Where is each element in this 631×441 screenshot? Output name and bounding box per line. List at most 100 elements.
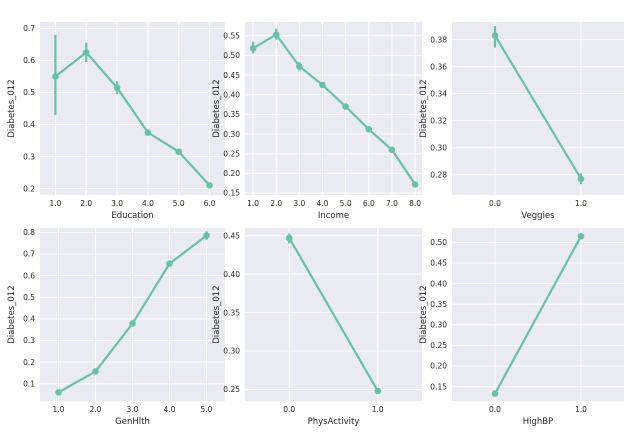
data-point — [577, 232, 585, 240]
y-tick-label: 0.45 — [430, 259, 447, 268]
y-tick-label: 0.25 — [223, 149, 240, 158]
y-tick-label: 0.3 — [23, 152, 35, 161]
y-axis-label: Diabetes_012 — [212, 79, 222, 137]
y-tick-label: 0.30 — [223, 130, 240, 139]
data-point — [374, 387, 382, 395]
x-tick-label: 5.0 — [340, 199, 352, 208]
x-axis-label: Veggies — [521, 211, 555, 221]
x-axis-label: GenHlth — [115, 417, 150, 427]
subplot-6: 0.15 0.20 0.25 0.30 0.35 0.40 0.45 0.50 0.0 1.0 Hi… — [419, 228, 624, 427]
y-tick-label: 0.20 — [430, 362, 447, 371]
y-tick-label: 0.25 — [430, 341, 447, 350]
x-tick-label: 5.0 — [201, 405, 213, 414]
data-point — [285, 234, 293, 242]
data-point — [411, 181, 419, 188]
series-line — [54, 51, 211, 187]
series-line — [493, 34, 583, 180]
y-tick-label: 0.7 — [23, 24, 35, 33]
y-axis-label: Diabetes_012 — [419, 79, 429, 137]
x-tick-label: 2.0 — [270, 199, 282, 208]
y-tick-label: 0.7 — [23, 250, 35, 259]
y-tick-label: 0.5 — [23, 293, 35, 302]
y-tick-label: 0.55 — [223, 31, 240, 40]
x-tick-label: 4.0 — [164, 405, 176, 414]
x-axis-label: HighBP — [523, 417, 554, 427]
x-tick-label: 7.0 — [386, 199, 398, 208]
y-tick-label: 0.28 — [430, 170, 447, 179]
y-axis-label: Diabetes_012 — [419, 285, 429, 343]
data-point — [175, 148, 183, 156]
subplot-1: 0.2 0.3 0.4 0.5 0.6 0.7 1.0 2.0 3.0 4.0 5.0 6.0 Educ… — [7, 22, 225, 221]
data-point — [491, 32, 499, 39]
y-tick-label: 0.25 — [223, 385, 240, 394]
x-tick-label: 5.0 — [173, 199, 185, 208]
data-point — [52, 73, 59, 80]
x-axis-label: PhysActivity — [308, 417, 360, 427]
x-tick-label: 1.0 — [247, 199, 259, 208]
x-tick-label: 3.0 — [127, 405, 139, 414]
data-point — [113, 84, 121, 91]
y-tick-label: 0.30 — [430, 320, 447, 329]
y-tick-label: 0.6 — [23, 56, 35, 65]
series-line — [493, 235, 583, 395]
y-tick-label: 0.15 — [223, 189, 240, 198]
y-axis-label: Diabetes_012 — [212, 285, 222, 343]
x-tick-label: 4.0 — [317, 199, 329, 208]
data-point — [55, 389, 62, 396]
x-tick-label: 2.0 — [80, 199, 92, 208]
y-tick-label: 0.35 — [430, 300, 447, 309]
x-tick-label: 3.0 — [293, 199, 305, 208]
y-tick-label: 0.15 — [430, 382, 447, 391]
y-tick-label: 0.30 — [430, 143, 447, 152]
y-tick-label: 0.2 — [23, 358, 35, 367]
y-tick-label: 0.36 — [430, 62, 447, 71]
y-tick-label: 0.30 — [223, 347, 240, 356]
series-line — [252, 33, 417, 186]
data-point — [296, 63, 303, 70]
y-tick-label: 0.32 — [430, 116, 447, 125]
data-point — [129, 320, 136, 327]
data-point — [166, 260, 173, 267]
y-tick-label: 0.35 — [223, 308, 240, 317]
y-tick-label: 0.6 — [23, 271, 35, 280]
y-tick-label: 0.34 — [430, 89, 447, 98]
y-tick-label: 0.38 — [430, 35, 447, 44]
x-tick-label: 1.0 — [372, 405, 384, 414]
x-tick-label: 6.0 — [363, 199, 375, 208]
data-point — [342, 103, 349, 110]
y-tick-label: 0.8 — [23, 228, 35, 237]
data-point — [92, 368, 99, 375]
x-tick-label: 0.0 — [283, 405, 295, 414]
y-tick-label: 0.2 — [23, 184, 35, 193]
series-line — [288, 236, 379, 393]
y-tick-label: 0.40 — [223, 270, 240, 279]
x-tick-label: 1.0 — [53, 405, 65, 414]
x-tick-label: 1.0 — [575, 199, 587, 208]
data-point — [319, 81, 326, 89]
data-point — [82, 49, 90, 56]
y-tick-label: 0.4 — [23, 120, 35, 129]
x-axis-label: Income — [318, 211, 349, 221]
y-tick-label: 0.50 — [223, 51, 240, 60]
y-tick-label: 0.50 — [430, 238, 447, 247]
x-axis-label: Education — [111, 211, 153, 221]
data-point — [249, 45, 257, 52]
subplot-4: 0.1 0.2 0.3 0.4 0.5 0.6 0.7 0.8 1.0 2.0 3.0 4.0 5.0 G… — [7, 228, 225, 427]
x-tick-label: 3.0 — [111, 199, 123, 208]
y-tick-label: 0.40 — [430, 279, 447, 288]
x-tick-label: 8.0 — [409, 199, 421, 208]
data-point — [388, 146, 396, 154]
subplot-2: 0.15 0.20 0.25 0.30 0.35 0.40 0.45 0.50 0.55 1.0 2… — [212, 22, 422, 221]
y-tick-label: 0.20 — [223, 169, 240, 178]
subplot-5: 0.25 0.30 0.35 0.40 0.45 0.0 1.0 PhysActivity Di… — [212, 228, 422, 427]
x-tick-label: 6.0 — [204, 199, 216, 208]
y-tick-label: 0.45 — [223, 231, 240, 240]
y-tick-label: 0.35 — [223, 110, 240, 119]
data-point — [577, 175, 585, 183]
y-tick-label: 0.5 — [23, 88, 35, 97]
y-axis-label: Diabetes_012 — [7, 79, 17, 137]
data-point — [144, 129, 152, 136]
y-tick-label: 0.40 — [223, 90, 240, 99]
y-tick-label: 0.3 — [23, 336, 35, 345]
